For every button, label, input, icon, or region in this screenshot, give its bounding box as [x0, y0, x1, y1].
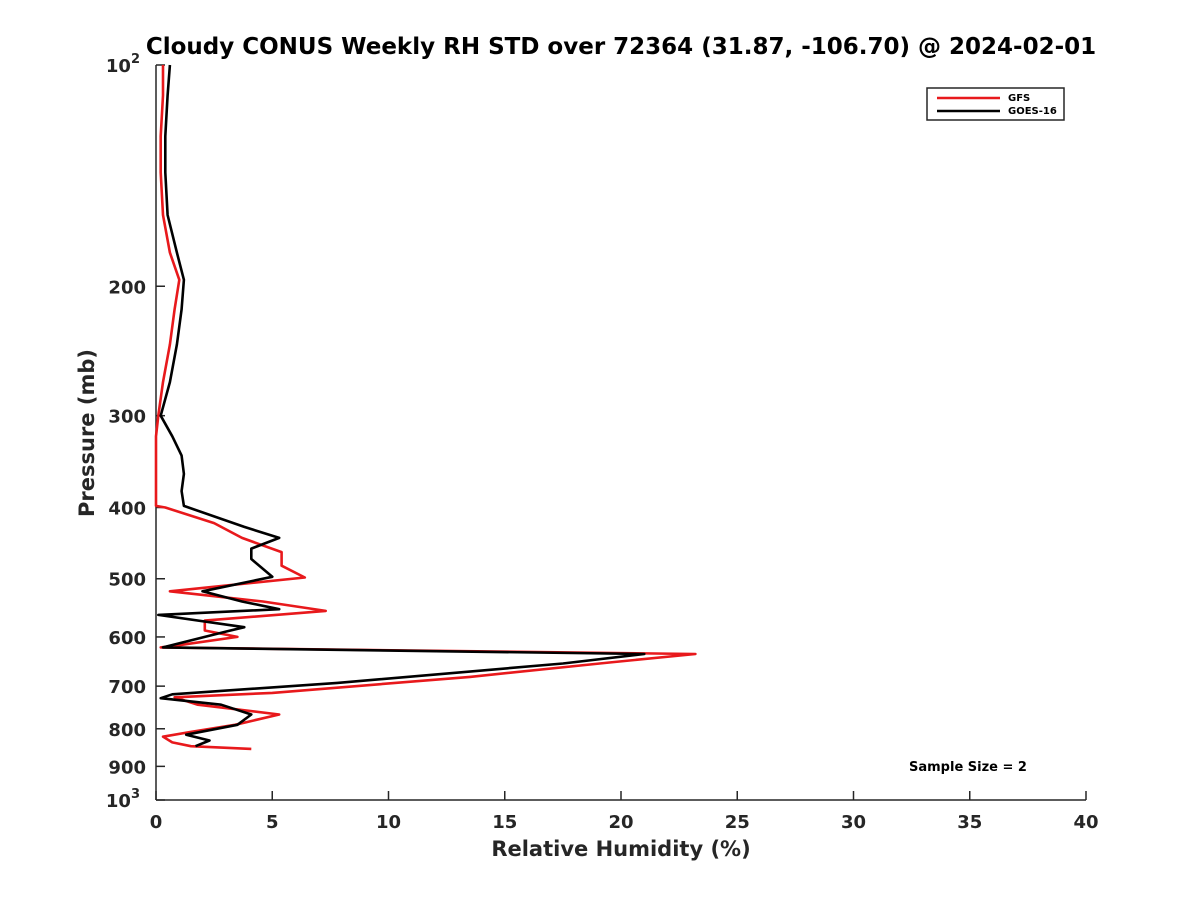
y-tick-label: 700: [108, 677, 146, 698]
y-tick-label: 400: [108, 499, 146, 520]
series-line-goes16: [157, 64, 646, 748]
legend-box: [926, 87, 1065, 121]
y-axis-label: Pressure (mb): [75, 349, 99, 517]
legend-label-gfs: GFS: [1008, 93, 1030, 104]
legend-label-goes16: GOES-16: [1008, 106, 1057, 117]
x-tick-label: 10: [376, 812, 401, 833]
y-tick-label: 103: [106, 787, 140, 812]
legend: GFS GOES-16: [926, 87, 1065, 121]
y-tick-label: 900: [108, 757, 146, 778]
chart-title: Cloudy CONUS Weekly RH STD over 72364 (3…: [146, 34, 1096, 60]
x-tick-label: 30: [841, 812, 866, 833]
sample-size-annotation: Sample Size = 2: [909, 760, 1027, 775]
x-tick-label: 15: [492, 812, 517, 833]
x-tick-label: 40: [1073, 812, 1098, 833]
x-tick-label: 5: [266, 812, 279, 833]
x-tick-label: 20: [608, 812, 633, 833]
y-tick-label: 500: [108, 570, 146, 591]
x-tick-label: 35: [957, 812, 982, 833]
y-tick-label: 300: [108, 407, 146, 428]
y-tick-label: 600: [108, 628, 146, 649]
y-tick-label: 800: [108, 720, 146, 741]
x-tick-label: 25: [725, 812, 750, 833]
y-tick-label: 102: [106, 52, 140, 77]
plot-area: 0 5 10 15 20 25 30 35 40 102 200 300 400 500 600 700 800…: [106, 52, 1099, 833]
y-tick-label: 200: [108, 277, 146, 298]
x-axis-label: Relative Humidity (%): [491, 837, 750, 861]
x-tick-label: 0: [150, 812, 163, 833]
